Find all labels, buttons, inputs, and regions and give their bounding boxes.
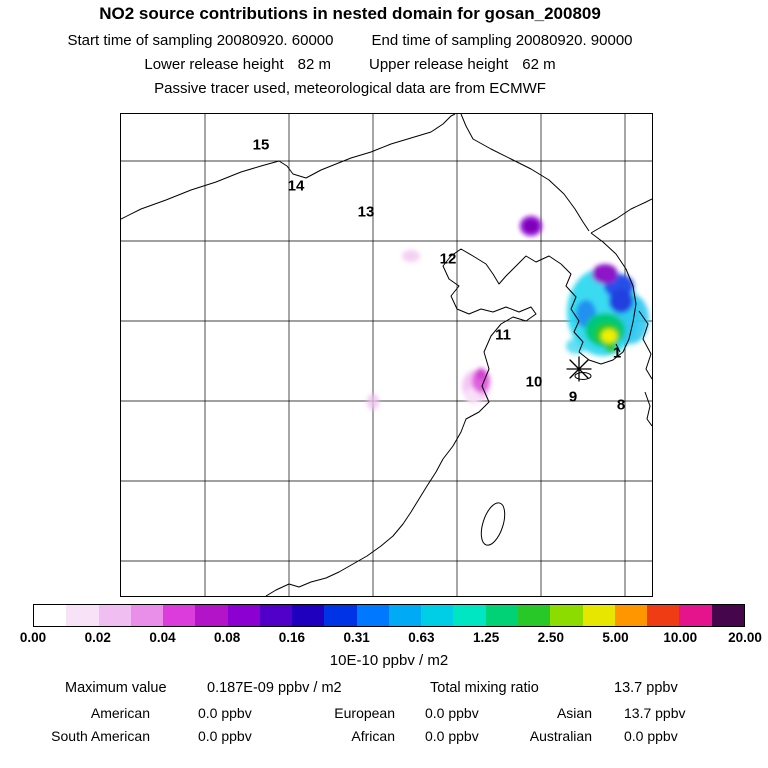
cluster-number-15: 15 [252, 136, 270, 154]
tracer-note: Passive tracer used, meteorological data… [154, 80, 546, 97]
colorbar-segment [711, 605, 744, 626]
colorbar-segment [163, 605, 196, 626]
map-area: 15 14 13 12 11 10 9 8 1 [120, 113, 653, 597]
upper-release-value: 62 m [522, 56, 556, 73]
colorbar-tick-label: 10.00 [663, 630, 698, 645]
total-mixing-label: Total mixing ratio [430, 680, 539, 696]
colorbar-tick-label: 0.04 [149, 630, 176, 645]
total-mixing-value: 13.7 ppbv [614, 680, 678, 696]
colorbar-tick-label: 0.02 [84, 630, 111, 645]
colorbar-tick-label: 2.50 [537, 630, 564, 645]
cluster-number-14: 14 [287, 177, 305, 195]
coast-japan [638, 310, 652, 427]
coast-china [265, 248, 562, 596]
cluster-number-8: 8 [616, 396, 626, 414]
colorbar-segment [130, 605, 164, 626]
receptor-asterisk [566, 356, 592, 382]
cluster-number-9: 9 [568, 388, 578, 406]
region-value: 0.0 ppbv [198, 728, 252, 744]
colorbar-tick-label: 20.00 [728, 630, 762, 645]
start-time-text: Start time of sampling 20080920. 60000 [67, 32, 334, 49]
cluster-number-11: 11 [495, 326, 511, 344]
colorbar-segment [453, 605, 486, 626]
colorbar-segment [647, 605, 680, 626]
upper-release-label: Upper release height [369, 56, 509, 73]
cluster-number-12: 12 [439, 250, 457, 268]
colorbar [33, 604, 745, 627]
colorbar-segment [421, 605, 454, 626]
border-northeast [430, 114, 590, 232]
coast-korea [560, 232, 637, 365]
colorbar-segment [517, 605, 551, 626]
colorbar-segment [66, 605, 99, 626]
colorbar-segment [582, 605, 615, 626]
region-name: African [351, 728, 395, 744]
region-name: European [334, 705, 395, 721]
colorbar-tick-label: 0.31 [343, 630, 370, 645]
cluster-number-1: 1 [612, 344, 622, 362]
colorbar-tick-label: 1.25 [472, 630, 500, 645]
lower-release-label: Lower release height [144, 56, 284, 73]
colorbar-segment [195, 605, 228, 626]
max-value: 0.187E-09 ppbv / m2 [207, 680, 342, 696]
colorbar-tick-label: 0.16 [278, 630, 306, 645]
region-name: American [90, 705, 150, 721]
colorbar-segment [550, 605, 583, 626]
island-taiwan [480, 502, 506, 546]
contribution-blobs [367, 216, 649, 410]
colorbar-segment [324, 605, 357, 626]
colorbar-ticks: 0.00 0.02 0.04 0.08 0.16 0.31 0.63 1.25 2.50 5.00… [20, 630, 762, 647]
figure-title: NO2 source contributions in nested domai… [99, 4, 601, 23]
colorbar-tick-label: 5.00 [602, 630, 629, 645]
colorbar-segment [485, 605, 518, 626]
region-name: Australian [529, 728, 592, 744]
colorbar-segment [98, 605, 131, 626]
lower-release-value: 82 m [297, 56, 331, 73]
region-value: 0.0 ppbv [425, 728, 479, 744]
colorbar-segment [34, 605, 67, 626]
region-name: South American [51, 728, 150, 744]
region-name: Asian [556, 705, 592, 721]
max-value-label: Maximum value [65, 680, 167, 696]
colorbar-segment [259, 605, 293, 626]
island-tsushima [615, 343, 621, 353]
colorbar-tick-label: 0.08 [214, 630, 241, 645]
colorbar-units: 10E-10 ppbv / m2 [329, 652, 449, 669]
coastlines [121, 114, 652, 596]
colorbar-tick-label: 0.63 [408, 630, 435, 645]
border-mongolia [121, 131, 432, 220]
region-value: 0.0 ppbv [425, 705, 479, 721]
sampling-times-line: Start time of sampling 20080920. 60000 E… [0, 32, 700, 49]
cluster-number-10: 10 [525, 373, 543, 391]
colorbar-segment [227, 605, 260, 626]
region-value: 0.0 ppbv [624, 728, 678, 744]
colorbar-segments [34, 605, 744, 626]
colorbar-segment [614, 605, 648, 626]
end-time-text: End time of sampling 20080920. 90000 [371, 32, 633, 49]
colorbar-segment [356, 605, 389, 626]
region-value: 13.7 ppbv [624, 705, 686, 721]
colorbar-segment [292, 605, 325, 626]
region-value: 0.0 ppbv [198, 705, 252, 721]
colorbar-tick-label: 0.00 [19, 630, 47, 645]
grid-lines [121, 114, 652, 596]
colorbar-segment [388, 605, 422, 626]
upper-release-pair: Upper release height 62 m [369, 56, 556, 73]
figure-header: NO2 source contributions in nested domai… [0, 4, 700, 104]
map-canvas [121, 114, 652, 596]
lower-release-pair: Lower release height 82 m [144, 56, 331, 73]
coast-far-east [590, 198, 652, 234]
colorbar-segment [679, 605, 712, 626]
release-heights-line: Lower release height 82 m Upper release … [0, 56, 700, 73]
regions-grid: American 0.0 ppbv European 0.0 ppbv Asian 13.… [40, 705, 730, 744]
stats-summary: Maximum value 0.187E-09 ppbv / m2 Total … [0, 680, 768, 700]
cluster-number-13: 13 [357, 203, 375, 221]
